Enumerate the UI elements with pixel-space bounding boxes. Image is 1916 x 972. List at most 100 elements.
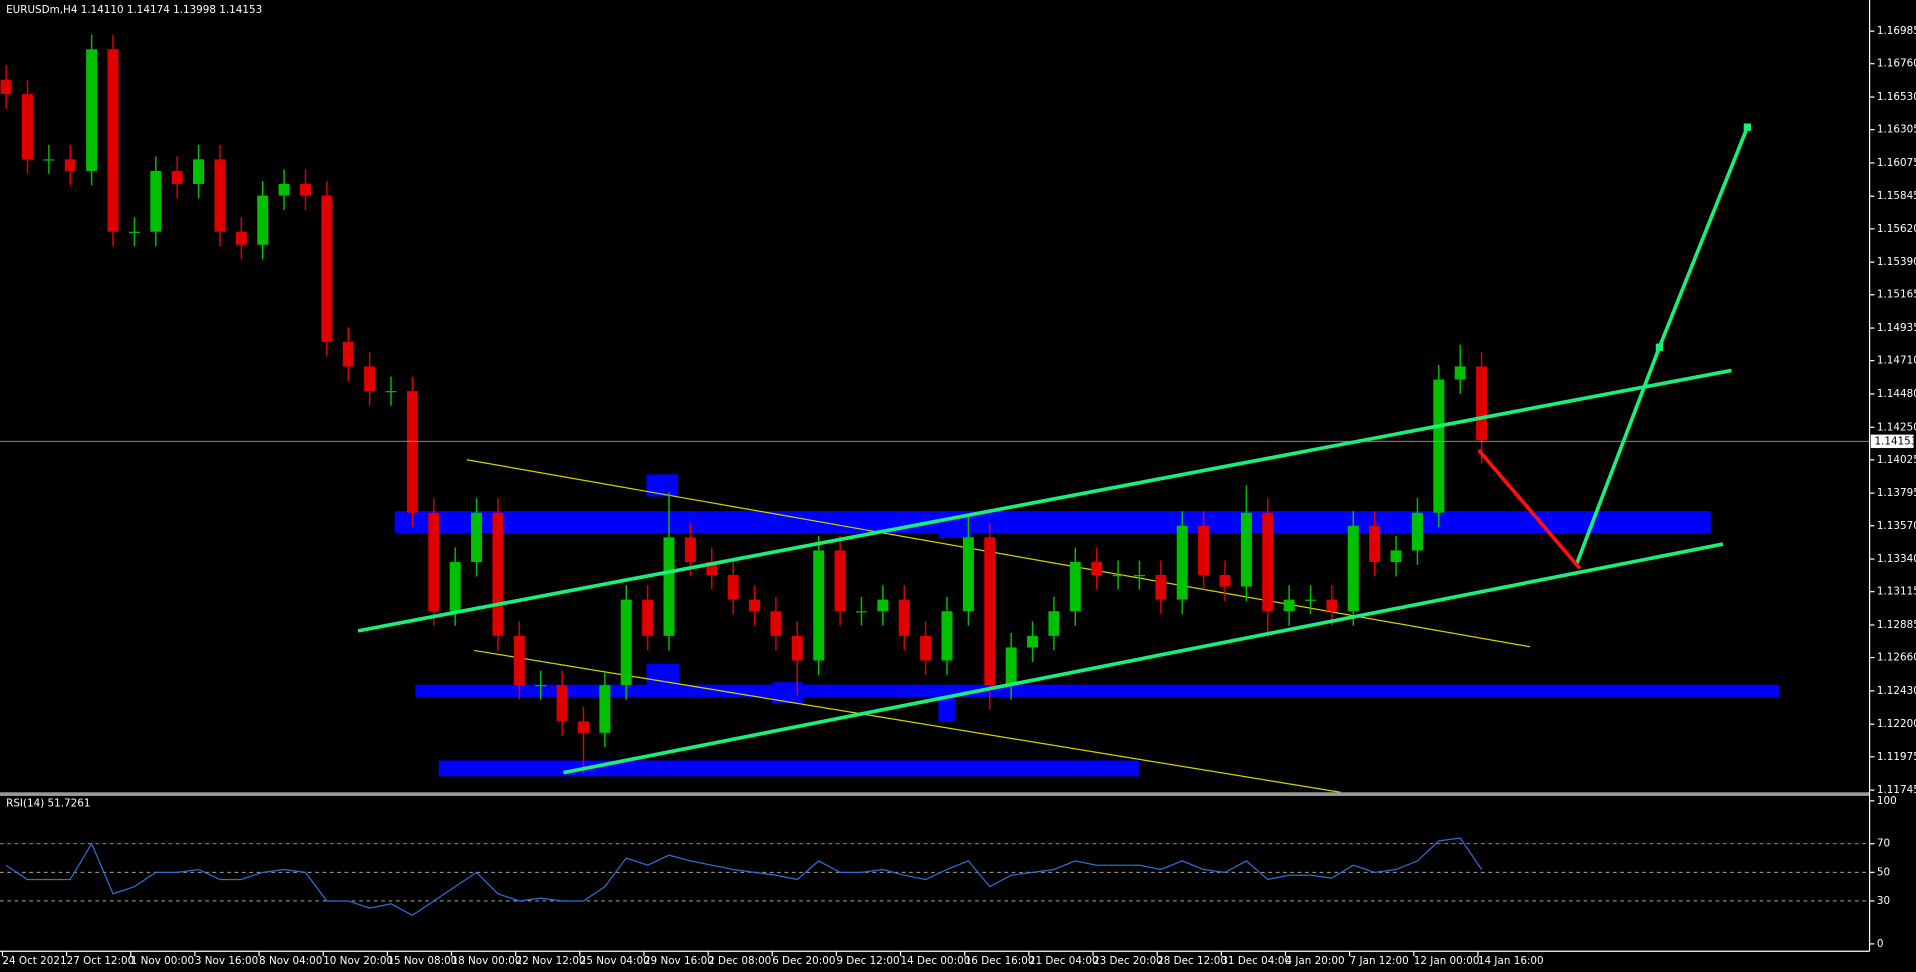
candle-body	[1198, 525, 1210, 576]
candle-body	[1005, 647, 1017, 686]
y-tick-label: 1.12660	[1877, 652, 1916, 664]
x-tick-label: 28 Dec 12:00	[1157, 955, 1227, 967]
y-tick-label: 1.15620	[1877, 223, 1916, 235]
y-tick-label: 1.14710	[1877, 355, 1916, 367]
candle-body	[86, 49, 98, 171]
candle-body	[150, 170, 162, 232]
candle-body	[471, 512, 483, 562]
candle-body	[299, 183, 311, 196]
x-tick-label: 9 Dec 12:00	[836, 955, 899, 967]
candle-body	[107, 49, 119, 232]
candle-body	[64, 159, 76, 171]
x-tick-label: 7 Jan 12:00	[1350, 955, 1409, 967]
zone	[938, 687, 956, 722]
y-tick-label: 1.11745	[1877, 784, 1916, 796]
candle-body	[920, 635, 932, 661]
x-tick-label: 12 Jan 00:00	[1414, 955, 1480, 967]
y-tick-label: 1.16985	[1877, 25, 1916, 37]
candle-body	[1091, 561, 1103, 576]
zone	[772, 682, 803, 704]
candle-body	[1476, 366, 1488, 441]
candle-body	[128, 231, 140, 233]
y-tick-label: 1.15390	[1877, 256, 1916, 268]
current-price-box	[1870, 434, 1914, 449]
candle-body	[1240, 512, 1252, 587]
candle-body	[1454, 366, 1466, 380]
candle-body	[1155, 575, 1167, 600]
projection-line	[1477, 448, 1582, 570]
y-tick-label: 50	[1877, 866, 1890, 878]
candle-body	[449, 561, 461, 612]
candle-body	[235, 231, 247, 245]
x-tick-label: 29 Nov 16:00	[644, 955, 714, 967]
y-tick-label: 1.16760	[1877, 58, 1916, 70]
zone	[646, 474, 679, 497]
x-tick-label: 31 Dec 04:00	[1221, 955, 1291, 967]
candle-body	[513, 635, 525, 686]
rsi-line	[5, 837, 1483, 916]
y-tick-label: 1.15845	[1877, 190, 1916, 202]
candle-body	[941, 611, 953, 661]
candle-body	[684, 537, 696, 562]
candle-body	[278, 183, 290, 196]
candle-body	[898, 599, 910, 636]
candle-body	[749, 599, 761, 612]
candle-body	[1433, 379, 1445, 513]
channel-line	[562, 542, 1724, 775]
anchor	[1743, 123, 1752, 131]
candle-body	[1112, 575, 1124, 577]
x-tick-label: 22 Nov 12:00	[516, 955, 586, 967]
y-tick-label: 1.16530	[1877, 91, 1916, 103]
candle-body	[1069, 561, 1081, 612]
candle-body	[770, 611, 782, 636]
panel-separator	[0, 792, 1870, 796]
y-tick-label: 1.14250	[1877, 421, 1916, 433]
candle-body	[791, 635, 803, 661]
trend-line	[474, 649, 1341, 793]
y-tick-label: 1.16305	[1877, 124, 1916, 136]
y-tick-label: 1.13570	[1877, 520, 1916, 532]
x-tick-label: 21 Dec 04:00	[1029, 955, 1099, 967]
drawing-objects	[357, 123, 1752, 775]
symbol-header: EURUSDm,H4 1.14110 1.14174 1.13998 1.141…	[6, 4, 262, 16]
candle-body	[642, 599, 654, 636]
candle-body	[1262, 512, 1274, 612]
x-tick-label: 14 Dec 00:00	[901, 955, 971, 967]
y-tick-label: 1.12885	[1877, 619, 1916, 631]
candle-body	[727, 575, 739, 600]
candle-body	[321, 195, 333, 342]
candle-body	[813, 550, 825, 661]
candle-body	[984, 537, 996, 686]
x-tick-label: 6 Dec 20:00	[772, 955, 835, 967]
anchor	[1655, 343, 1664, 351]
y-tick-label: 1.15165	[1877, 289, 1916, 301]
zone	[438, 760, 1139, 777]
candle-body	[1326, 599, 1338, 612]
candle-body	[1219, 575, 1231, 587]
zone	[938, 525, 972, 538]
candle-body	[43, 159, 55, 161]
candle-body	[1305, 599, 1317, 601]
candle-body	[0, 79, 12, 95]
x-tick-label: 1 Nov 00:00	[131, 955, 194, 967]
x-tick-label: 2 Dec 08:00	[708, 955, 771, 967]
y-tick-label: 1.16075	[1877, 157, 1916, 169]
y-tick-label: 1.13115	[1877, 586, 1916, 598]
y-tick-label: 1.14480	[1877, 388, 1916, 400]
candle-body	[834, 550, 846, 612]
candle-body	[1027, 635, 1039, 648]
drawing-objects	[394, 459, 1780, 793]
x-tick-label: 14 Jan 16:00	[1478, 955, 1544, 967]
candle-body	[877, 599, 889, 612]
candle-body	[706, 561, 718, 576]
candle-body	[1048, 611, 1060, 636]
current-price-label: 1.14153	[1874, 435, 1916, 447]
y-tick-label: 1.12200	[1877, 718, 1916, 730]
candle-body	[1347, 525, 1359, 612]
candle-body	[1283, 599, 1295, 612]
x-tick-label: 27 Oct 12:00	[67, 955, 135, 967]
y-tick-label: 1.12430	[1877, 685, 1916, 697]
candle-body	[855, 611, 867, 613]
